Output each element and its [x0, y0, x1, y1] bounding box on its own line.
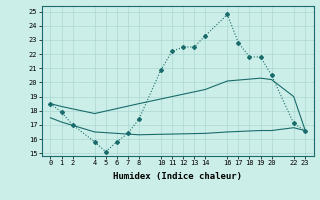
X-axis label: Humidex (Indice chaleur): Humidex (Indice chaleur)	[113, 172, 242, 181]
